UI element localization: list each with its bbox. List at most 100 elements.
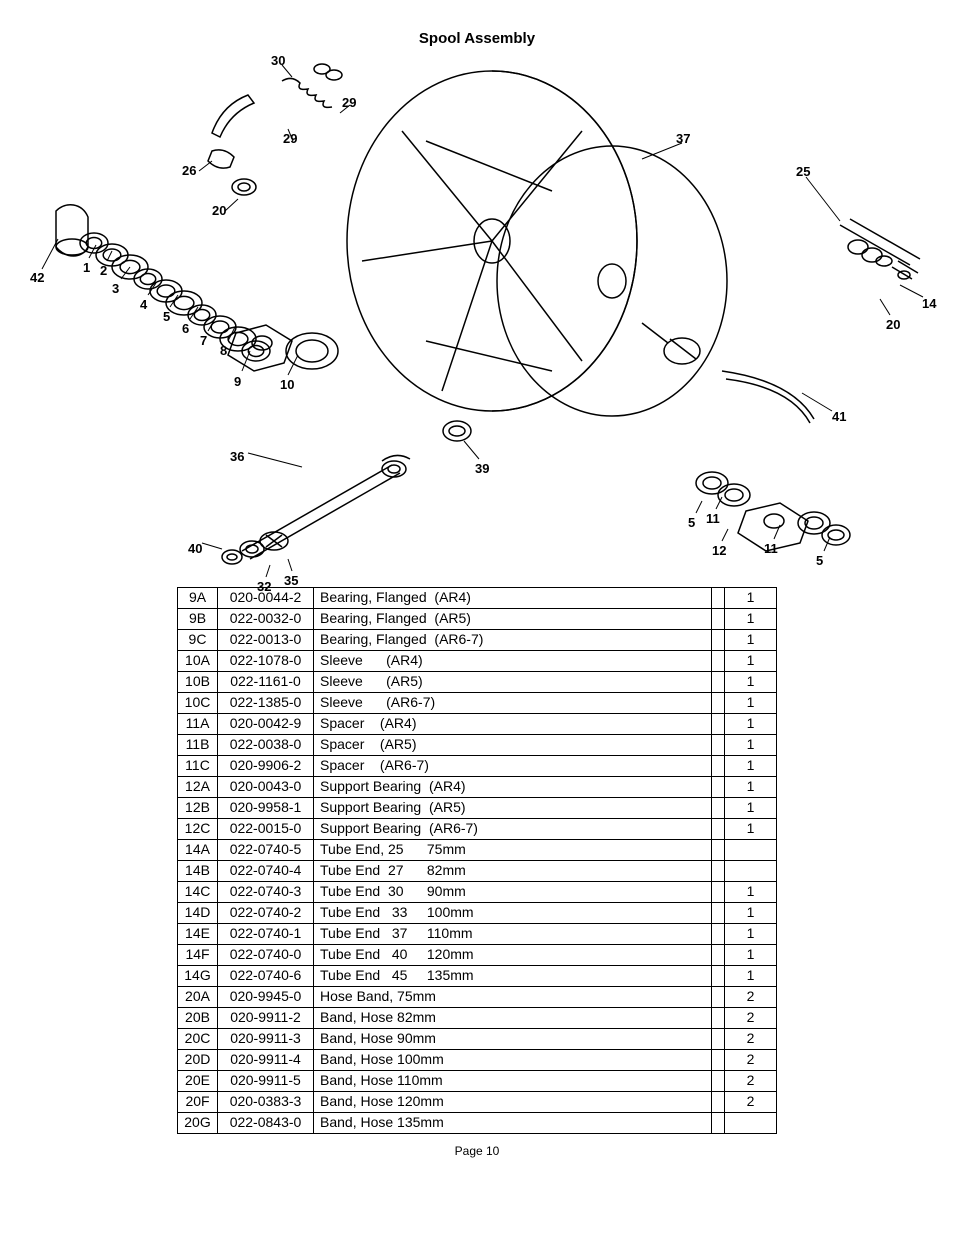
table-row: 10B022-1161-0Sleeve (AR5)1 [178,672,777,693]
description: Tube End, 25 75mm [314,840,712,861]
callout-14: 14 [922,296,936,311]
item-number: 11C [178,756,218,777]
part-number: 022-1161-0 [218,672,314,693]
quantity: 1 [725,672,777,693]
spacer-cell [712,714,725,735]
quantity: 1 [725,756,777,777]
callout-25: 25 [796,164,810,179]
part-number: 020-0383-3 [218,1092,314,1113]
item-number: 12C [178,819,218,840]
description: Tube End 33 100mm [314,903,712,924]
part-number: 020-9906-2 [218,756,314,777]
table-row: 14A022-0740-5Tube End, 25 75mm [178,840,777,861]
quantity: 1 [725,945,777,966]
quantity: 1 [725,777,777,798]
description: Spacer (AR5) [314,735,712,756]
item-number: 20A [178,987,218,1008]
quantity: 1 [725,924,777,945]
spacer-cell [712,588,725,609]
quantity: 1 [725,966,777,987]
item-number: 20E [178,1071,218,1092]
table-row: 14E022-0740-1Tube End 37 110mm1 [178,924,777,945]
parts-table: 9A020-0044-2Bearing, Flanged (AR4)19B022… [177,587,777,1134]
callout-35: 35 [284,573,298,588]
callout-20: 20 [886,317,900,332]
callout-41: 41 [832,409,846,424]
table-row: 14B022-0740-4Tube End 27 82mm [178,861,777,882]
description: Support Bearing (AR5) [314,798,712,819]
description: Tube End 27 82mm [314,861,712,882]
spacer-cell [712,609,725,630]
table-row: 14F022-0740-0Tube End 40 120mm1 [178,945,777,966]
item-number: 20D [178,1050,218,1071]
quantity: 1 [725,903,777,924]
spacer-cell [712,1029,725,1050]
quantity: 2 [725,987,777,1008]
item-number: 10A [178,651,218,672]
quantity: 2 [725,1029,777,1050]
callout-11: 11 [764,541,778,556]
diagram-svg [22,51,932,581]
part-number: 022-0740-4 [218,861,314,882]
quantity: 1 [725,609,777,630]
part-number: 022-1078-0 [218,651,314,672]
part-number: 022-0740-5 [218,840,314,861]
spacer-cell [712,1050,725,1071]
description: Bearing, Flanged (AR5) [314,609,712,630]
callout-5: 5 [816,553,823,568]
item-number: 10C [178,693,218,714]
callout-11: 11 [706,511,720,526]
callout-8: 8 [220,343,227,358]
part-number: 022-0015-0 [218,819,314,840]
description: Sleeve (AR4) [314,651,712,672]
description: Bearing, Flanged (AR4) [314,588,712,609]
table-row: 20E020-9911-5Band, Hose 110mm2 [178,1071,777,1092]
item-number: 9A [178,588,218,609]
description: Tube End 40 120mm [314,945,712,966]
quantity: 2 [725,1092,777,1113]
quantity: 2 [725,1008,777,1029]
item-number: 12A [178,777,218,798]
spacer-cell [712,903,725,924]
spacer-cell [712,819,725,840]
part-number: 020-0043-0 [218,777,314,798]
table-row: 20F020-0383-3Band, Hose 120mm2 [178,1092,777,1113]
callout-42: 42 [30,270,44,285]
table-row: 12C022-0015-0Support Bearing (AR6-7)1 [178,819,777,840]
description: Spacer (AR4) [314,714,712,735]
item-number: 14A [178,840,218,861]
item-number: 14C [178,882,218,903]
table-row: 20G022-0843-0Band, Hose 135mm [178,1113,777,1134]
spacer-cell [712,840,725,861]
part-number: 022-0038-0 [218,735,314,756]
spacer-cell [712,966,725,987]
item-number: 20B [178,1008,218,1029]
quantity: 2 [725,1071,777,1092]
callout-3: 3 [112,281,119,296]
callout-4: 4 [140,297,147,312]
callout-32: 32 [257,579,271,594]
part-number: 022-0032-0 [218,609,314,630]
description: Sleeve (AR5) [314,672,712,693]
table-row: 20A020-9945-0Hose Band, 75mm2 [178,987,777,1008]
spacer-cell [712,798,725,819]
description: Support Bearing (AR4) [314,777,712,798]
callout-36: 36 [230,449,244,464]
quantity: 1 [725,630,777,651]
description: Spacer (AR6-7) [314,756,712,777]
spacer-cell [712,1113,725,1134]
spacer-cell [712,672,725,693]
part-number: 020-9911-5 [218,1071,314,1092]
description: Band, Hose 90mm [314,1029,712,1050]
item-number: 11A [178,714,218,735]
part-number: 022-0740-6 [218,966,314,987]
description: Band, Hose 100mm [314,1050,712,1071]
part-number: 020-9958-1 [218,798,314,819]
spacer-cell [712,945,725,966]
description: Support Bearing (AR6-7) [314,819,712,840]
callout-9: 9 [234,374,241,389]
quantity: 1 [725,588,777,609]
item-number: 9B [178,609,218,630]
table-row: 12A020-0043-0Support Bearing (AR4) 1 [178,777,777,798]
part-number: 020-9945-0 [218,987,314,1008]
